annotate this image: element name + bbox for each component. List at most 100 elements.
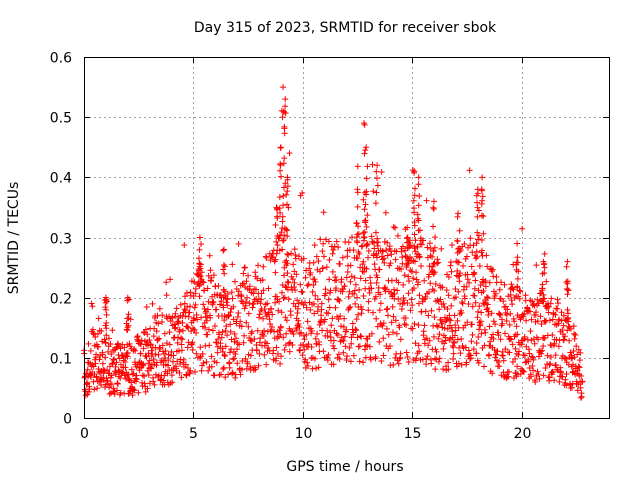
data-point [374, 274, 381, 281]
data-point [280, 202, 287, 209]
data-point [415, 279, 422, 286]
data-point [319, 265, 326, 272]
data-point [392, 256, 399, 263]
y-axis-label: SRMTID / TECUs [6, 182, 22, 295]
data-point [533, 262, 540, 269]
data-point [358, 333, 365, 340]
data-point [430, 247, 437, 254]
data-point [321, 316, 328, 323]
data-point [246, 283, 253, 290]
data-point [373, 279, 380, 286]
data-point [182, 312, 189, 319]
data-point [539, 285, 546, 292]
data-point [344, 353, 351, 360]
data-point [555, 300, 562, 307]
data-point [447, 262, 454, 269]
data-point [368, 330, 375, 337]
data-point [278, 229, 285, 236]
x-axis-label: GPS time / hours [286, 459, 403, 475]
data-point [257, 300, 264, 307]
data-point [242, 355, 249, 362]
data-point [405, 257, 412, 264]
data-point [261, 306, 268, 313]
data-point [214, 349, 221, 356]
data-point [493, 273, 500, 280]
data-point [425, 342, 432, 349]
data-point [208, 274, 215, 281]
data-point [110, 356, 117, 363]
data-point [415, 342, 422, 349]
data-point [443, 287, 450, 294]
data-point [222, 343, 229, 350]
data-point [475, 236, 482, 243]
data-point [95, 365, 102, 372]
data-point [398, 305, 405, 312]
data-point [241, 264, 248, 271]
data-point [374, 182, 381, 189]
data-point [448, 302, 455, 309]
data-point [544, 352, 551, 359]
data-point [310, 259, 317, 266]
data-point [395, 279, 402, 286]
data-point [439, 284, 446, 291]
data-point [140, 345, 147, 352]
data-point [390, 224, 397, 231]
data-point [559, 373, 566, 380]
data-point [204, 331, 211, 338]
data-point [228, 289, 235, 296]
data-point [421, 322, 428, 329]
data-point [521, 333, 528, 340]
data-point [198, 367, 205, 374]
data-point [213, 359, 220, 366]
data-point [372, 229, 379, 236]
data-point [307, 269, 314, 276]
data-point [373, 189, 380, 196]
data-point [415, 174, 422, 181]
data-point [293, 326, 300, 333]
data-point [347, 262, 354, 269]
data-point [416, 254, 423, 261]
data-point [530, 356, 537, 363]
data-point [346, 344, 353, 351]
data-point [277, 323, 284, 330]
data-point [176, 369, 183, 376]
data-point [522, 352, 528, 359]
data-point [403, 235, 410, 242]
data-point [379, 256, 386, 263]
data-point [172, 324, 179, 331]
data-point [194, 316, 201, 323]
data-point [289, 276, 296, 283]
data-point [285, 204, 292, 211]
data-point [173, 305, 180, 312]
data-point [364, 163, 371, 170]
data-point [172, 310, 179, 317]
data-point [336, 260, 343, 267]
data-point [542, 318, 549, 325]
data-point [512, 345, 519, 352]
data-point [573, 343, 580, 350]
data-point [351, 290, 358, 297]
data-point [330, 342, 337, 349]
data-point [381, 259, 388, 266]
data-point [279, 114, 286, 121]
data-point [398, 266, 405, 273]
data-point [273, 238, 280, 245]
data-point [152, 351, 159, 358]
data-point [229, 295, 236, 302]
data-point [141, 373, 148, 380]
data-point [378, 168, 385, 175]
data-point [254, 327, 261, 334]
data-point [478, 309, 485, 316]
data-point [124, 327, 131, 334]
data-point [376, 307, 383, 314]
data-point [263, 361, 270, 368]
data-point [451, 312, 458, 319]
data-point [265, 285, 272, 292]
data-point [383, 306, 390, 313]
data-point [308, 328, 315, 335]
data-point [235, 310, 242, 317]
data-point [362, 147, 369, 154]
data-point [576, 357, 583, 364]
data-point [553, 336, 560, 343]
data-point [208, 353, 215, 360]
